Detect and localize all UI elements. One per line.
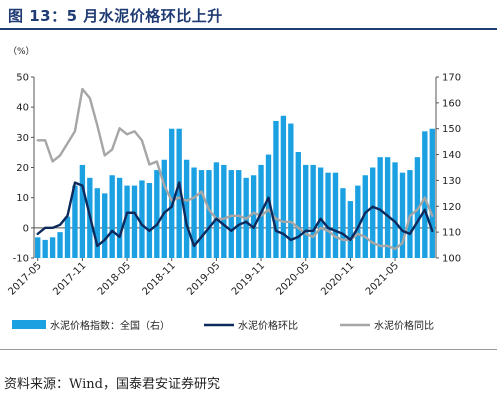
- bar-price-index: [429, 128, 435, 258]
- bar-price-index: [72, 185, 78, 258]
- bar-price-index: [377, 157, 383, 258]
- bar-price-index: [280, 115, 287, 259]
- bar-price-index: [198, 170, 205, 258]
- bar-price-index: [221, 164, 227, 258]
- bar-price-index: [146, 183, 153, 258]
- bar-price-index: [116, 177, 123, 258]
- title-rule: [0, 28, 497, 30]
- legend: 水泥价格指数：全国（右） 水泥价格环比 水泥价格同比: [12, 319, 434, 332]
- bar-price-index: [325, 172, 331, 258]
- bar-price-index: [384, 157, 391, 258]
- x-tick-label: 2020-11: [319, 260, 356, 297]
- bar-price-index: [355, 185, 361, 258]
- bar-price-index: [265, 154, 272, 258]
- bar-price-index: [183, 159, 190, 258]
- right-tick-label: 150: [442, 124, 461, 135]
- left-tick-label: 0: [23, 223, 29, 234]
- right-tick-label: 100: [442, 254, 461, 265]
- x-tick-label: 2019-11: [230, 260, 267, 297]
- x-tick-label: 2018-11: [141, 260, 178, 297]
- bar-price-index: [340, 188, 346, 258]
- bar-price-index: [206, 170, 212, 258]
- bar-price-index: [102, 193, 108, 258]
- bar-price-index: [273, 120, 279, 258]
- bar-price-index: [79, 164, 86, 258]
- x-tick-label: 2021-05: [364, 260, 401, 297]
- right-tick-label: 110: [442, 228, 461, 239]
- bar-price-index: [303, 164, 309, 258]
- bar-price-index: [42, 239, 48, 258]
- legend-label: 水泥价格指数：全国（右）: [50, 319, 170, 332]
- left-tick-label: 20: [16, 163, 29, 174]
- figure-title: 图 13：5 月水泥价格环比上升: [8, 7, 223, 25]
- left-tick-label: 40: [16, 103, 29, 114]
- bar-price-index: [49, 237, 56, 258]
- lines-group: [36, 87, 434, 251]
- left-axis-unit-label: （%）: [8, 46, 35, 57]
- x-tick-label: 2019-05: [185, 260, 222, 297]
- right-tick-label: 140: [442, 150, 461, 161]
- x-tick-label: 2020-05: [275, 260, 312, 297]
- bar-price-index: [399, 172, 406, 258]
- x-tick-label: 2017-11: [51, 260, 88, 297]
- bar-price-index: [154, 170, 160, 258]
- left-tick-label: -10: [13, 254, 29, 265]
- bar-price-index: [161, 159, 167, 258]
- x-tick-label: 2018-05: [96, 260, 133, 297]
- bar-price-index: [236, 170, 242, 258]
- bar-price-index: [64, 216, 71, 258]
- legend-swatch-bar: [12, 320, 46, 329]
- source-note: 资料来源：Wind，国泰君安证券研究: [4, 377, 220, 392]
- bar-price-index: [392, 162, 398, 258]
- bar-price-index: [176, 128, 182, 258]
- bar-price-index: [250, 175, 257, 258]
- bar-price-index: [228, 170, 234, 258]
- bar-price-index: [317, 167, 324, 258]
- cement-price-chart: （%） -10 0 10 20 30 40 50 100 110 120 130 140 150 160 1…: [7, 46, 462, 332]
- bar-price-index: [347, 201, 354, 258]
- bar-price-index: [109, 175, 115, 258]
- right-tick-label: 120: [442, 202, 461, 213]
- bar-price-index: [139, 180, 145, 258]
- bar-price-index: [213, 162, 220, 258]
- right-tick-label: 170: [442, 73, 461, 84]
- line-mom: [36, 181, 434, 248]
- bar-price-index: [310, 164, 316, 258]
- bar-price-index: [35, 237, 41, 258]
- bar-price-index: [288, 123, 294, 259]
- bar-price-index: [407, 170, 413, 258]
- bar-price-index: [332, 172, 339, 258]
- legend-label: 水泥价格同比: [374, 319, 434, 332]
- bar-price-index: [191, 167, 197, 258]
- bar-price-index: [124, 185, 130, 258]
- right-tick-label: 130: [442, 176, 461, 187]
- bars-group: [35, 115, 435, 259]
- bar-price-index: [169, 128, 175, 258]
- left-tick-label: 50: [16, 73, 29, 84]
- x-tick-label: 2017-05: [7, 260, 44, 297]
- bar-price-index: [422, 131, 428, 258]
- legend-label: 水泥价格环比: [238, 319, 298, 332]
- line-yoy: [36, 87, 434, 251]
- right-tick-label: 160: [442, 98, 461, 109]
- bar-price-index: [131, 185, 138, 258]
- bar-price-index: [362, 175, 368, 258]
- left-tick-label: 30: [16, 133, 29, 144]
- bar-price-index: [94, 188, 100, 258]
- bottom-rule: [0, 349, 497, 350]
- bar-price-index: [370, 167, 376, 258]
- left-tick-label: 10: [16, 193, 29, 204]
- bar-price-index: [57, 232, 63, 258]
- bar-price-index: [295, 151, 301, 258]
